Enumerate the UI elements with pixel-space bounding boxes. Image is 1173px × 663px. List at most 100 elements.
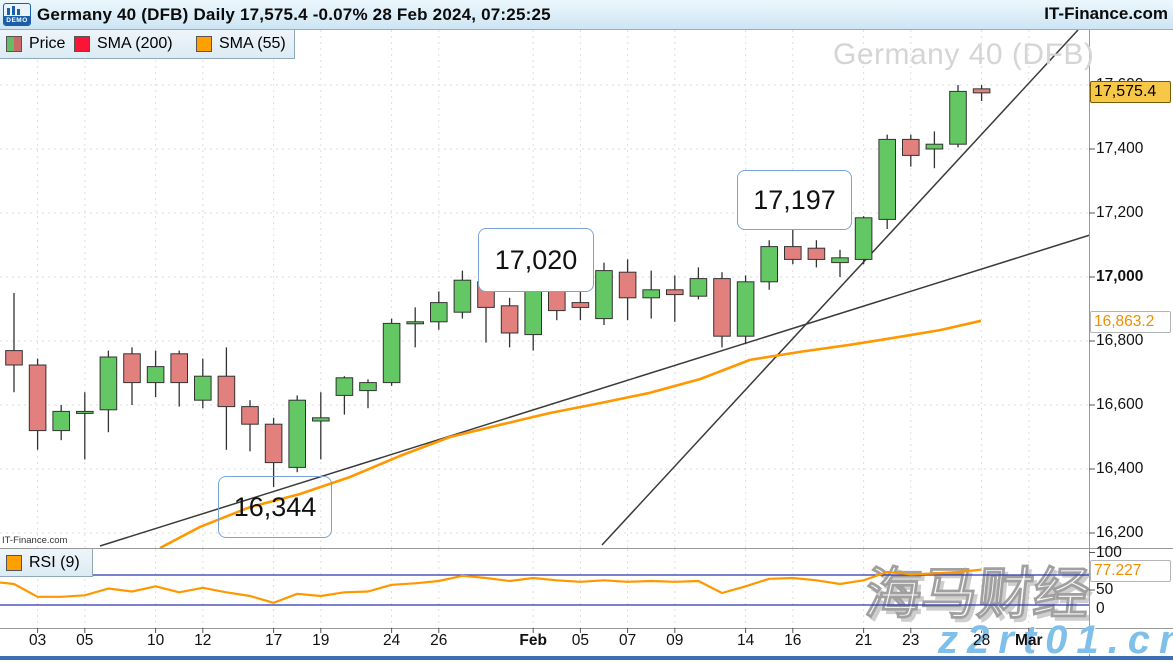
candle-body (666, 289, 684, 296)
candle-Jan-15[interactable] (217, 347, 236, 450)
candle-Feb-27[interactable] (949, 85, 967, 148)
price-annotation[interactable]: 17,197 (737, 170, 852, 230)
candle-body (288, 399, 306, 468)
legend-button-price[interactable]: Price (0, 30, 69, 59)
legend-color-chip-icon (74, 36, 90, 52)
last-price-badge: 17,575.4 (1090, 80, 1171, 103)
candle-Jan-17[interactable] (264, 417, 283, 487)
header-bar: DEMO Germany 40 (DFB) Daily 17,575.4 -0.… (0, 0, 1173, 30)
candle-Jan-08[interactable] (99, 350, 118, 433)
candle-Jan-16[interactable] (241, 400, 259, 452)
corner-brand-label: IT-Finance.com (2, 535, 68, 546)
brand-label: IT-Finance.com (1044, 4, 1168, 23)
panel-background (0, 30, 1173, 660)
sma55-value-badge: 16,863.2 (1090, 310, 1171, 333)
candle-Feb-12[interactable] (689, 267, 708, 300)
candle-Feb-22[interactable] (878, 134, 897, 229)
candle-Feb-23[interactable] (902, 134, 920, 167)
rsi-color-chip-icon (6, 554, 22, 571)
x-axis-label: 05 (76, 632, 94, 649)
candle-body (618, 271, 637, 299)
x-axis-label: 28 (972, 632, 991, 649)
candle-Jan-05[interactable] (76, 392, 94, 460)
candle-body (784, 246, 802, 260)
x-axis-label: 10 (146, 632, 165, 649)
y-axis-label: 16,800 (1096, 332, 1144, 349)
x-axis-label: 12 (194, 632, 212, 649)
x-axis-label: 17 (264, 632, 283, 649)
candle-Feb-21[interactable] (854, 216, 873, 265)
candle-body (854, 217, 873, 260)
candle-body (217, 375, 236, 408)
demo-label: DEMO (4, 16, 30, 25)
candle-Jan-19[interactable] (312, 392, 330, 460)
candle-Feb-07[interactable] (618, 259, 637, 321)
candle-Feb-09[interactable] (666, 275, 684, 322)
x-axis-label: 24 (382, 632, 401, 649)
rsi-legend-label: RSI (9) (29, 553, 80, 571)
x-axis-label: 03 (28, 632, 47, 649)
legend-color-chip-icon (196, 36, 212, 52)
candle-body (359, 382, 377, 392)
candle-Feb-08[interactable] (642, 270, 661, 319)
candle-Jan-31[interactable] (500, 297, 519, 348)
candle-body (76, 410, 94, 414)
rsi-axis-label: 100 (1096, 544, 1122, 561)
rsi-legend-button[interactable]: RSI (9) (0, 549, 93, 577)
candle-body (146, 366, 165, 384)
candle-Jan-02[interactable] (5, 293, 23, 393)
sma55-line[interactable] (159, 319, 982, 548)
candle-body (52, 410, 71, 432)
candle-body (194, 375, 212, 401)
y-axis-label: 16,200 (1096, 524, 1144, 541)
candle-Feb-15[interactable] (760, 240, 779, 290)
y-axis-label: 17,200 (1096, 204, 1144, 221)
price-annotation[interactable]: 16,344 (218, 476, 332, 538)
candle-Jan-09[interactable] (123, 347, 141, 405)
candle-body (949, 90, 967, 145)
candle-body (123, 353, 141, 384)
candle-body (28, 364, 47, 432)
rsi-line[interactable] (0, 568, 982, 604)
price-annotation[interactable]: 17,020 (478, 228, 594, 292)
candle-body (595, 270, 613, 320)
candle-Feb-28[interactable] (972, 85, 991, 101)
candle-Feb-14[interactable] (736, 275, 755, 345)
trendline-1[interactable] (99, 234, 1090, 547)
candle-Jan-12[interactable] (194, 358, 212, 409)
candle-Feb-16[interactable] (784, 213, 802, 265)
x-axis-label: 19 (312, 632, 330, 649)
candle-body (264, 423, 283, 464)
candle-body (760, 246, 779, 283)
trendline-2[interactable] (601, 30, 1079, 546)
candle-Jan-22[interactable] (335, 376, 354, 415)
candle-body (5, 350, 23, 366)
domain-watermark: z2rt01.cn (938, 618, 1173, 662)
candle-Feb-05[interactable] (571, 286, 590, 321)
candle-Feb-20[interactable] (831, 249, 849, 277)
candle-Jan-24[interactable] (382, 318, 401, 386)
candle-Feb-13[interactable] (713, 272, 731, 348)
x-axis-label: Feb (519, 632, 547, 649)
candle-Jan-11[interactable] (170, 350, 188, 407)
legend-button-sma-200-[interactable]: SMA (200) (68, 30, 191, 59)
panel-borders (0, 30, 1173, 656)
candle-body (571, 302, 590, 308)
mini-candles-icon (7, 6, 20, 15)
y-axis-label: 17,400 (1096, 140, 1144, 157)
candle-Jan-03[interactable] (28, 358, 47, 450)
candle-Feb-26[interactable] (925, 131, 944, 169)
candle-Jan-25[interactable] (406, 307, 424, 348)
candle-Feb-06[interactable] (595, 262, 613, 325)
candle-Jan-04[interactable] (52, 405, 71, 441)
candle-body (335, 377, 354, 396)
candle-Jan-29[interactable] (453, 270, 472, 319)
candle-Jan-26[interactable] (430, 291, 448, 330)
legend-button-sma-55-[interactable]: SMA (55) (190, 30, 295, 59)
candle-Jan-23[interactable] (359, 379, 377, 409)
candle-Jan-18[interactable] (288, 395, 306, 473)
candle-Feb-19[interactable] (807, 240, 826, 268)
candle-body (170, 353, 188, 384)
candle-Jan-10[interactable] (146, 350, 165, 397)
